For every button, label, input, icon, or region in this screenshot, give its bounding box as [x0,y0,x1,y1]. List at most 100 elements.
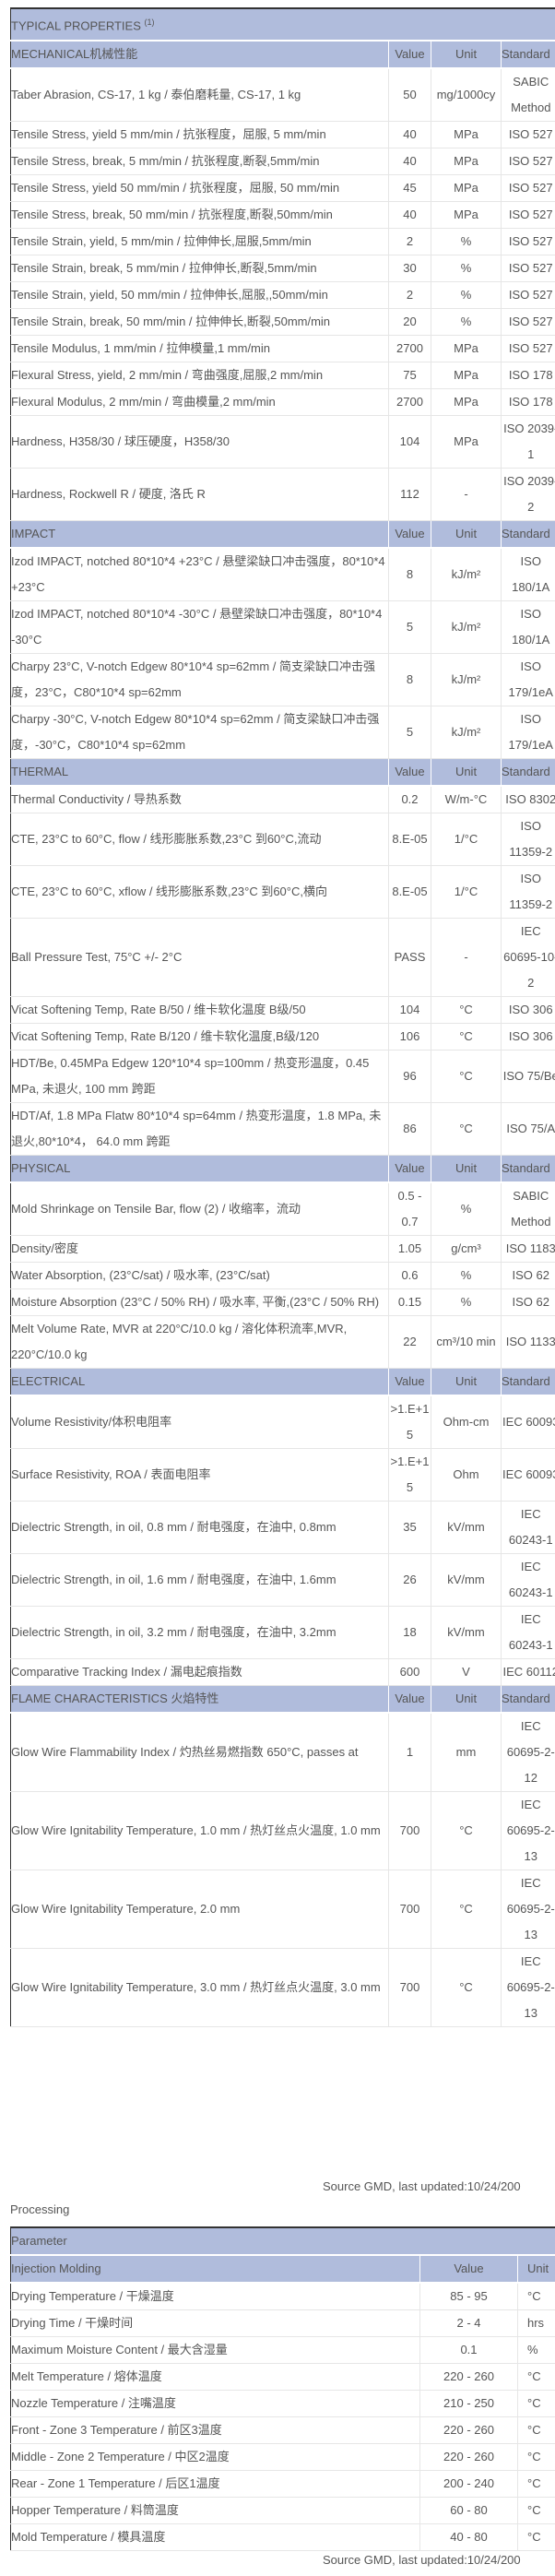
parameter-unit: °C [516,2497,555,2524]
property-value: 104 [388,415,431,469]
property-label: Comparative Tracking Index / 漏电起痕指数 [10,1658,389,1686]
property-label: Thermal Conductivity / 导热系数 [10,786,389,813]
property-unit: W/m-°C [431,786,502,813]
property-value: 50 [388,68,431,122]
property-value: 112 [388,468,431,521]
property-unit: 1/°C [431,813,502,866]
parameter-unit: °C [516,2470,555,2498]
property-value: 0.6 [388,1262,431,1289]
property-label: Taber Abrasion, CS-17, 1 kg / 泰伯磨耗量, CS-… [10,68,389,122]
property-value: 600 [388,1658,431,1686]
property-standard: SABIC Method [501,1182,555,1236]
property-label: Vicat Softening Temp, Rate B/50 / 维卡软化温度… [10,996,389,1024]
property-value: 40 [388,201,431,229]
property-value: >1.E+15 [388,1448,431,1502]
property-unit: % [431,1262,502,1289]
table-row: Mold Temperature / 模具温度 40 - 80 °C [10,2523,555,2551]
property-label: Tensile Stress, break, 5 mm/min / 抗张程度,断… [10,148,389,175]
property-standard: ISO 179/1eA [501,706,555,759]
property-label: Tensile Stress, yield 50 mm/min / 抗张程度，屈… [10,174,389,202]
property-standard: ISO 11359-2 [501,813,555,866]
property-unit: % [431,281,502,309]
footnote-marker: (1) [144,18,155,28]
table-row: Vicat Softening Temp, Rate B/50 / 维卡软化温度… [10,996,555,1024]
property-value: 35 [388,1501,431,1554]
property-value: 40 [388,121,431,148]
parameter-value: 220 - 260 [419,2443,518,2471]
property-standard: ISO 1133 [501,1315,555,1369]
property-label: Melt Volume Rate, MVR at 220°C/10.0 kg /… [10,1315,389,1369]
property-standard: IEC 60695-10-2 [501,918,555,997]
property-unit: kV/mm [431,1501,502,1554]
property-label: Izod IMPACT, notched 80*10*4 +23°C / 悬壁梁… [10,548,389,601]
property-unit: °C [431,1102,502,1156]
property-standard: ISO 527 [501,148,555,175]
property-label: Moisture Absorption (23°C / 50% RH) / 吸水… [10,1288,389,1316]
table-row: Nozzle Temperature / 注嘴温度 210 - 250 °C [10,2390,555,2417]
table-row: Melt Volume Rate, MVR at 220°C/10.0 kg /… [10,1315,555,1369]
column-header-value: Value [388,41,431,69]
processing-heading: Processing [10,2202,70,2216]
property-value: 18 [388,1606,431,1659]
parameter-unit: °C [516,2390,555,2417]
property-standard: ISO 527 [501,255,555,282]
section-name: IMPACT [10,520,389,549]
table-row: Tensile Strain, yield, 5 mm/min / 拉伸伸长,屈… [10,228,555,255]
property-unit: % [431,308,502,336]
property-label: HDT/Be, 0.45MPa Edgew 120*10*4 sp=100mm … [10,1050,389,1103]
parameter-value: 220 - 260 [419,2363,518,2391]
table-row: Dielectric Strength, in oil, 1.6 mm / 耐电… [10,1553,555,1607]
parameter-label: Drying Temperature / 干燥温度 [10,2283,420,2310]
table-row: Tensile Strain, yield, 50 mm/min / 拉伸伸长,… [10,281,555,309]
property-value: 40 [388,148,431,175]
property-standard: ISO 527 [501,174,555,202]
parameter-unit: °C [516,2443,555,2471]
table-row: Hopper Temperature / 料筒温度 60 - 80 °C [10,2497,555,2524]
property-value: 2 [388,281,431,309]
column-header-standard: Standard [501,758,555,787]
column-header-value: Value [388,1368,431,1396]
property-label: CTE, 23°C to 60°C, xflow / 线形膨胀系数,23°C 到… [10,865,389,919]
property-standard: ISO 527 [501,281,555,309]
property-value: 26 [388,1553,431,1607]
table-row: Flexural Modulus, 2 mm/min / 弯曲模量,2 mm/m… [10,388,555,416]
parameter-unit: °C [516,2363,555,2391]
property-unit: °C [431,1948,502,2027]
section-header-row: IMPACT Value Unit Standard [10,520,555,549]
property-unit: °C [431,1870,502,1949]
table-row: Glow Wire Flammability Index / 灼热丝易燃指数 6… [10,1713,555,1792]
table-row: Density/密度 1.05 g/cm³ ISO 1183 [10,1235,555,1263]
section-header-row: FLAME CHARACTERISTICS 火焰特性 Value Unit Stand… [10,1685,555,1714]
property-label: Tensile Strain, yield, 5 mm/min / 拉伸伸长,屈… [10,228,389,255]
parameter-unit: °C [516,2523,555,2551]
section-header-row: ELECTRICAL Value Unit Standard [10,1368,555,1396]
property-standard: SABIC Method [501,68,555,122]
table-row: Melt Temperature / 熔体温度 220 - 260 °C [10,2363,555,2391]
parameter-value: 210 - 250 [419,2390,518,2417]
property-value: 2 [388,228,431,255]
parameter-value: 40 - 80 [419,2523,518,2551]
property-value: 8 [388,548,431,601]
table-row: Middle - Zone 2 Temperature / 中区2温度 220 -… [10,2443,555,2471]
property-standard: ISO 178 [501,388,555,416]
parameter-value: 0.1 [419,2336,518,2364]
section-name: FLAME CHARACTERISTICS 火焰特性 [10,1685,389,1714]
table-row: Tensile Stress, break, 5 mm/min / 抗张程度,断… [10,148,555,175]
property-standard: ISO 179/1eA [501,653,555,706]
table-row: Izod IMPACT, notched 80*10*4 -30°C / 悬壁梁… [10,600,555,654]
table-row: CTE, 23°C to 60°C, xflow / 线形膨胀系数,23°C 到… [10,865,555,919]
property-label: CTE, 23°C to 60°C, flow / 线形膨胀系数,23°C 到6… [10,813,389,866]
column-header-value: Value [388,520,431,549]
property-standard: ISO 306 [501,996,555,1024]
table-title: TYPICAL PROPERTIES [11,18,141,33]
parameter-label: Hopper Temperature / 料筒温度 [10,2497,420,2524]
table-row: Glow Wire Ignitability Temperature, 3.0 … [10,1948,555,2027]
parameter-unit: °C [516,2416,555,2444]
property-value: 22 [388,1315,431,1369]
section-name: THERMAL [10,758,389,787]
section-name: Injection Molding [10,2255,420,2284]
parameter-value: 85 - 95 [419,2283,518,2310]
section-name: PHYSICAL [10,1155,389,1183]
typical-properties-table: TYPICAL PROPERTIES (1) MECHANICAL机械性能 Val… [10,7,555,2027]
property-unit: kJ/m² [431,653,502,706]
